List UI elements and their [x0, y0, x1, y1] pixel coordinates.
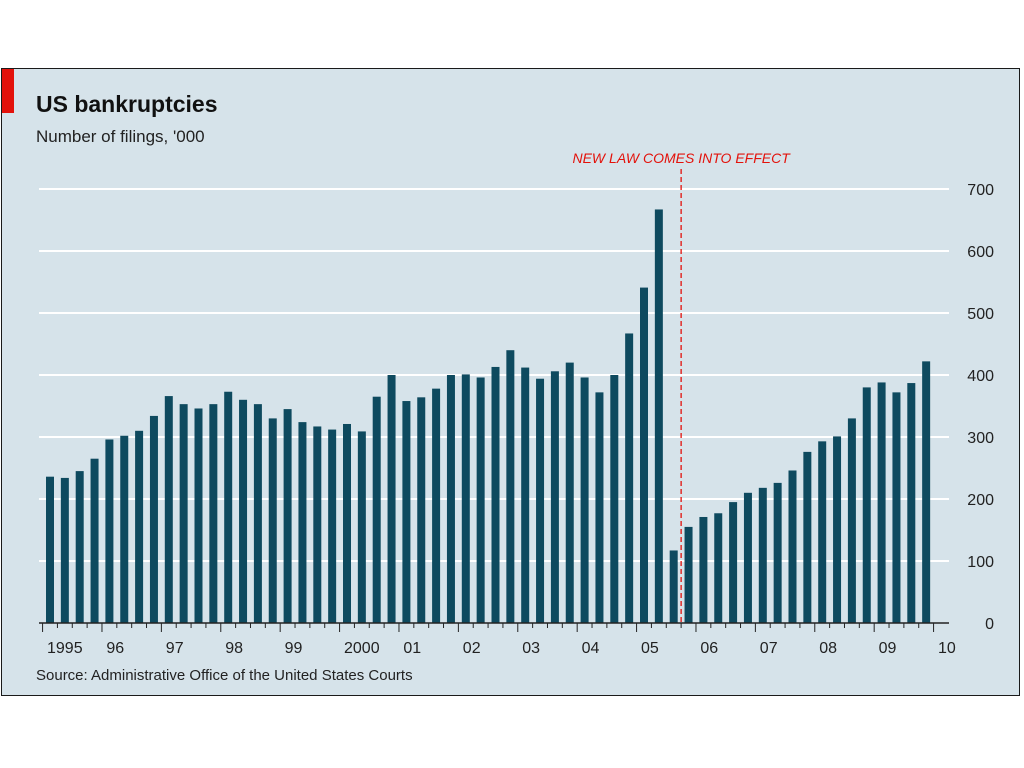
bar [417, 397, 426, 623]
y-tick-label: 0 [985, 616, 994, 633]
bar [833, 436, 842, 623]
bar [476, 377, 485, 623]
bar [654, 209, 663, 623]
bar [714, 513, 723, 623]
x-tick-label: 07 [760, 640, 778, 657]
bar [491, 366, 500, 623]
y-tick-label: 500 [967, 306, 994, 323]
chart-panel: US bankruptcies Number of filings, '000 … [1, 68, 1020, 696]
bar [402, 401, 411, 623]
bar [506, 350, 515, 623]
bar [46, 476, 54, 623]
y-tick-label: 300 [967, 430, 994, 447]
bar [239, 399, 248, 623]
bar [135, 430, 144, 623]
x-tick-label: 96 [106, 640, 124, 657]
x-tick-label: 04 [582, 640, 600, 657]
x-tick-label: 02 [463, 640, 481, 657]
bar [268, 418, 277, 623]
bar [595, 392, 604, 623]
bars [46, 209, 931, 623]
bar [149, 415, 158, 623]
bar [877, 382, 886, 623]
x-tick-label: 99 [285, 640, 303, 657]
bar [892, 392, 901, 623]
bar [253, 404, 262, 623]
bar [283, 409, 292, 623]
bar [640, 287, 648, 623]
bar [803, 451, 812, 623]
x-tick-label: 97 [166, 640, 184, 657]
bar [372, 396, 381, 623]
x-tick-label: 98 [225, 640, 243, 657]
chart-subtitle: Number of filings, '000 [36, 127, 205, 146]
bar [461, 374, 470, 623]
axes: 0 100 200 300 400 500 600 700 1995 96 97 98 99 2000 01… [39, 182, 994, 657]
x-tick-label: 09 [879, 640, 897, 657]
bar [862, 387, 871, 623]
x-tick-label: 06 [700, 640, 718, 657]
bar [328, 429, 337, 623]
bar [75, 471, 84, 623]
bar [179, 404, 188, 623]
bar [194, 408, 203, 623]
bar [60, 477, 69, 623]
y-tick-label: 400 [967, 368, 994, 385]
brand-accent-bar [2, 69, 14, 113]
bar [209, 404, 218, 623]
bar [743, 492, 752, 623]
bar [847, 418, 856, 623]
x-tick-label: 2000 [344, 640, 380, 657]
bar [224, 391, 233, 623]
bar [565, 362, 574, 623]
bar [164, 396, 173, 623]
bar [625, 333, 634, 623]
annotation-label: NEW LAW COMES INTO EFFECT [572, 150, 791, 166]
bar [387, 375, 396, 623]
bar [536, 378, 545, 623]
bar [90, 458, 99, 623]
bar [521, 367, 530, 623]
bar [446, 375, 455, 623]
bar [357, 431, 366, 623]
bar [773, 482, 782, 623]
x-tick-label: 03 [522, 640, 540, 657]
y-tick-label: 700 [967, 182, 994, 199]
bar [729, 502, 738, 623]
bar [788, 470, 797, 623]
bar [818, 441, 827, 623]
bar [907, 383, 916, 623]
source-note: Source: Administrative Office of the Uni… [36, 667, 413, 684]
bar [580, 377, 589, 623]
bar [610, 375, 619, 623]
y-tick-label: 100 [967, 554, 994, 571]
y-tick-label: 200 [967, 492, 994, 509]
x-tick-label: 10 [938, 640, 956, 657]
bar [758, 487, 767, 623]
bar [550, 371, 559, 623]
x-tick-label: 05 [641, 640, 659, 657]
bar [298, 422, 307, 623]
bar-chart: 0 100 200 300 400 500 600 700 1995 96 97 98 99 2000 01… [39, 150, 994, 657]
bar [313, 426, 322, 623]
bar [699, 516, 708, 623]
annotation-layer: NEW LAW COMES INTO EFFECT [572, 150, 791, 623]
bar [120, 435, 129, 623]
x-tick-label: 08 [819, 640, 837, 657]
bar [105, 439, 114, 623]
y-tick-label: 600 [967, 244, 994, 261]
bar [684, 526, 693, 623]
bar [922, 361, 931, 623]
bar [343, 423, 351, 623]
bar [669, 550, 678, 623]
bar [432, 388, 441, 623]
x-tick-label: 1995 [47, 640, 83, 657]
chart-title: US bankruptcies [36, 91, 218, 117]
x-tick-label: 01 [403, 640, 421, 657]
